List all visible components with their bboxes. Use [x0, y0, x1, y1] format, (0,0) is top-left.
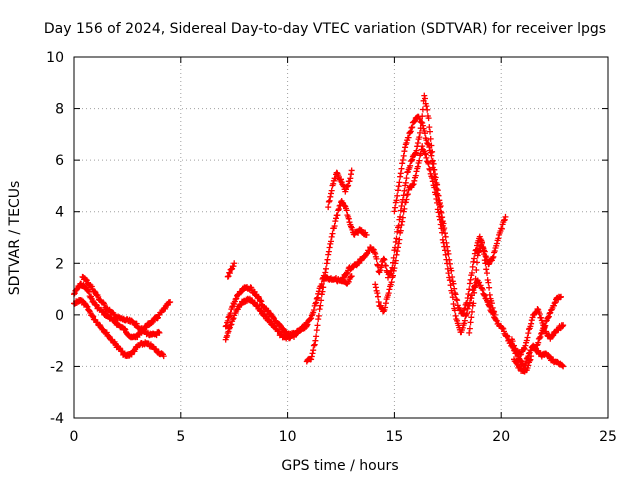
scatter-markers	[222, 284, 310, 340]
series-track-j	[372, 143, 567, 370]
series-track-f	[224, 260, 238, 280]
y-tick-label: 8	[55, 102, 64, 118]
y-tick-label: 0	[55, 308, 64, 324]
x-tick-label: 5	[176, 429, 185, 445]
x-tick-label: 15	[385, 429, 403, 445]
scatter-markers	[372, 143, 567, 370]
x-tick-label: 25	[599, 429, 617, 445]
y-tick-label: -2	[50, 359, 64, 375]
y-tick-label: 10	[46, 50, 64, 66]
y-tick-label: -4	[50, 411, 64, 427]
chart-title: Day 156 of 2024, Sidereal Day-to-day VTE…	[44, 21, 606, 37]
series-track-h	[325, 167, 355, 211]
scatter-markers	[325, 167, 355, 211]
y-tick-label: 2	[55, 256, 64, 272]
axis-ticks: 0 5 10 15 20 25 -4 -2 0 2 4 6 8 10	[46, 50, 617, 445]
scatter-markers	[466, 239, 498, 336]
series-track-l	[466, 239, 498, 336]
plot-frame	[73, 56, 609, 419]
scatter-markers	[511, 353, 535, 375]
series-track-c	[79, 273, 163, 339]
series-track-m	[508, 306, 567, 358]
scatter-markers	[532, 293, 565, 353]
series-track-g	[303, 198, 370, 365]
series-track-o	[511, 353, 535, 375]
x-tick-label: 0	[70, 429, 79, 445]
scatter-markers	[224, 260, 238, 280]
x-tick-label: 10	[279, 429, 297, 445]
y-axis-label: SDTVAR / TECUs	[7, 181, 23, 296]
series-track-n	[532, 293, 565, 353]
scatter-markers	[303, 198, 370, 365]
series-track-e	[222, 284, 310, 340]
plot-area	[71, 92, 567, 375]
scatter-markers	[79, 273, 163, 339]
x-tick-label: 20	[492, 429, 510, 445]
y-tick-label: 4	[55, 205, 64, 221]
scatter-markers	[508, 306, 567, 358]
y-tick-label: 6	[55, 153, 64, 169]
scatter-markers	[391, 113, 447, 233]
series-track-k	[391, 113, 447, 233]
x-axis-label: GPS time / hours	[281, 458, 398, 474]
